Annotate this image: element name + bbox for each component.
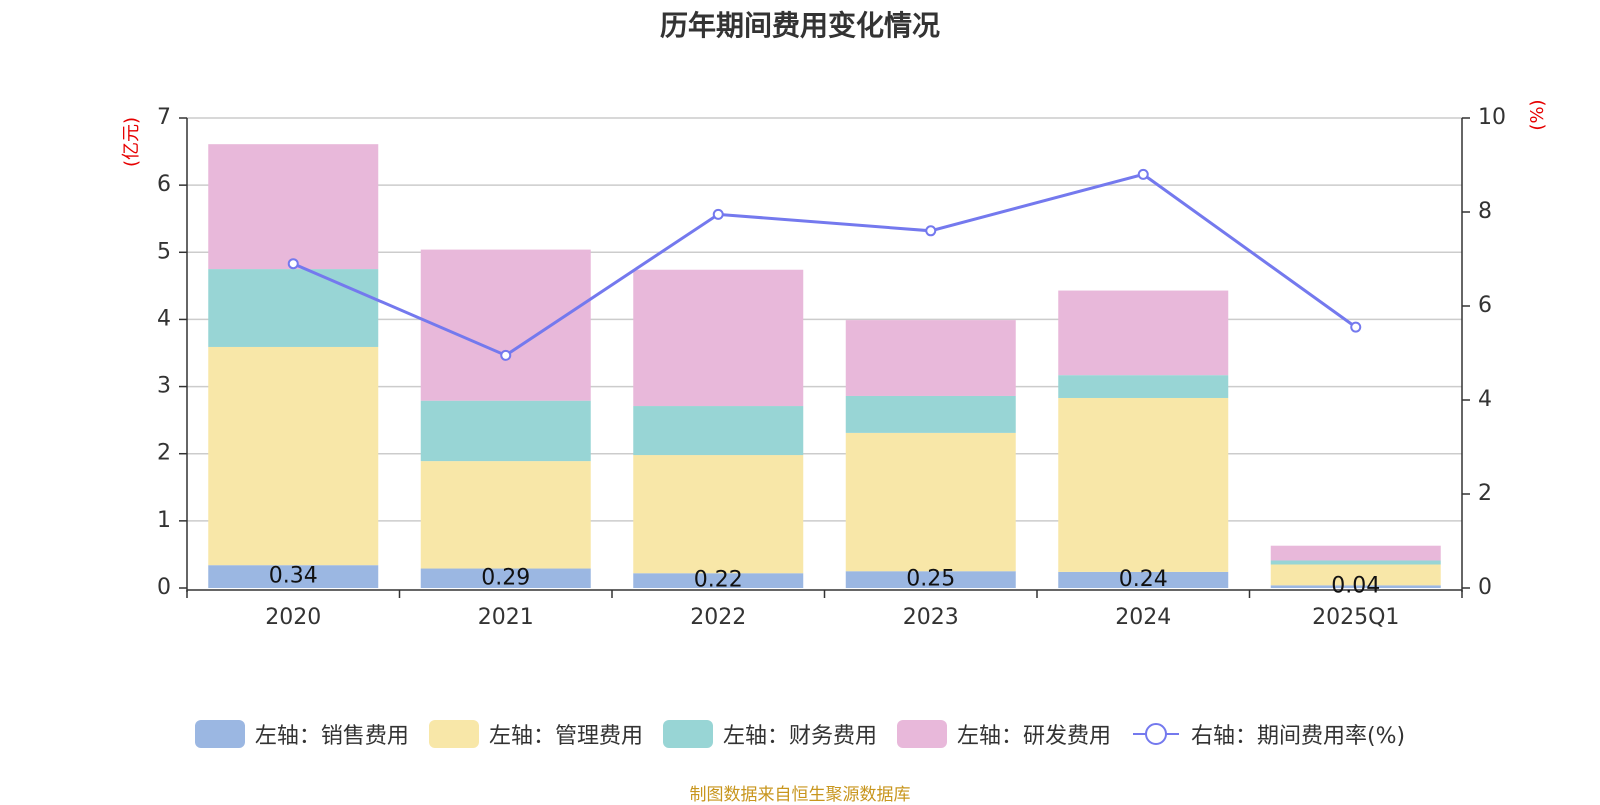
legend-swatch-sales (194, 720, 245, 748)
left-axis-tick-label: 4 (157, 306, 171, 331)
left-axis-unit: (亿元) (121, 117, 142, 167)
bar-segment-3[interactable] (633, 406, 804, 456)
x-axis-category-label: 2022 (690, 605, 746, 630)
legend-label-admin: 左轴：管理费用 (488, 724, 643, 749)
bar-segment-2[interactable] (845, 432, 1016, 572)
expense-rate-point[interactable] (925, 225, 937, 237)
bar-segment-4[interactable] (420, 249, 591, 401)
axes: 0 1 2 3 4 5 6 7 0 2 4 6 8 10 2020 2021 2022 2023 2024 2025Q… (157, 105, 1506, 630)
bar-segment-4[interactable] (845, 320, 1016, 396)
legend-swatch-finance (662, 720, 713, 748)
bar-segment-4[interactable] (633, 269, 804, 407)
bar-segment-1[interactable] (1270, 585, 1441, 588)
bar-segment-2[interactable] (1270, 564, 1441, 586)
bar-segment-2[interactable] (208, 346, 379, 566)
legend-swatch-expense-rate (1132, 723, 1179, 745)
legend: 左轴：销售费用 左轴：管理费用 左轴：财务费用 左轴：研发费用 右轴：期间费用率… (0, 718, 1600, 750)
left-axis-tick-label: 3 (157, 374, 171, 399)
right-axis-tick-label: 8 (1478, 199, 1492, 224)
sales-value-label: 0.24 (1119, 567, 1168, 592)
bar-segment-3[interactable] (208, 269, 379, 347)
bar-segment-4[interactable] (208, 144, 379, 270)
expense-rate-point[interactable] (1137, 168, 1149, 180)
grid-lines (187, 117, 1462, 522)
bar-segment-3[interactable] (845, 395, 1016, 433)
right-axis-tick-label: 10 (1478, 105, 1506, 130)
x-axis-category-label: 2025Q1 (1312, 605, 1399, 630)
bar-segment-1[interactable] (420, 568, 591, 588)
legend-item-expense-rate[interactable]: 右轴：期间费用率(%) (1131, 718, 1405, 750)
expense-rate-point[interactable] (500, 349, 512, 361)
legend-label-sales: 左轴：销售费用 (254, 724, 409, 749)
sales-value-label: 0.22 (694, 568, 743, 593)
legend-item-finance[interactable]: 左轴：财务费用 (662, 718, 877, 750)
left-axis-tick-label: 5 (157, 239, 171, 264)
x-axis-category-label: 2021 (478, 605, 534, 630)
right-axis-tick-label: 6 (1478, 293, 1492, 318)
bar-segment-3[interactable] (1058, 375, 1229, 398)
legend-item-admin[interactable]: 左轴：管理费用 (428, 718, 643, 750)
expense-rate-line (292, 172, 1357, 358)
sales-value-label: 0.29 (481, 565, 530, 590)
legend-item-rnd[interactable]: 左轴：研发费用 (896, 718, 1111, 750)
legend-label-expense-rate: 右轴：期间费用率(%) (1190, 724, 1406, 749)
right-axis-unit: (%) (1527, 99, 1548, 130)
sales-value-label: 0.34 (269, 564, 318, 589)
data-source-note: 制图数据来自恒生聚源数据库 (689, 785, 911, 805)
line-series (287, 168, 1362, 361)
bar-segment-2[interactable] (633, 455, 804, 574)
left-axis-tick-label: 6 (157, 172, 171, 197)
sales-value-label: 0.04 (1331, 574, 1380, 599)
legend-label-finance: 左轴：财务费用 (722, 724, 877, 749)
bar-segment-4[interactable] (1270, 545, 1441, 561)
expense-rate-point[interactable] (287, 258, 299, 270)
bar-segment-1[interactable] (633, 573, 804, 588)
bar-segment-3[interactable] (420, 400, 591, 462)
bar-segment-2[interactable] (1058, 397, 1229, 572)
left-axis-tick-label: 7 (157, 105, 171, 130)
x-axis-category-label: 2023 (903, 605, 959, 630)
left-axis-tick-label: 2 (157, 441, 171, 466)
bar-segment-4[interactable] (1058, 290, 1229, 376)
legend-swatch-rnd (896, 720, 947, 748)
x-axis-category-label: 2020 (265, 605, 321, 630)
bar-segment-1[interactable] (1058, 571, 1229, 588)
bar-segment-1[interactable] (845, 571, 1016, 588)
right-axis-tick-label: 4 (1478, 387, 1492, 412)
right-axis-tick-label: 0 (1478, 575, 1492, 600)
sales-value-label: 0.25 (906, 567, 955, 592)
bar-segment-2[interactable] (420, 461, 591, 569)
left-axis-tick-label: 0 (157, 575, 171, 600)
x-axis-category-label: 2024 (1115, 605, 1171, 630)
bar-segment-1[interactable] (208, 565, 379, 588)
legend-item-sales[interactable]: 左轴：销售费用 (194, 718, 409, 750)
expense-rate-point[interactable] (1350, 321, 1362, 333)
chart-title: 历年期间费用变化情况 (659, 9, 940, 42)
left-axis-tick-label: 1 (157, 508, 171, 533)
bar-segment-3[interactable] (1270, 560, 1441, 565)
right-axis-tick-label: 2 (1478, 481, 1492, 506)
data-labels: 0.34 0.29 0.22 0.25 0.24 0.04 (269, 564, 1380, 599)
bar-series (208, 144, 1441, 588)
expense-rate-point[interactable] (712, 208, 724, 220)
legend-label-rnd: 左轴：研发费用 (956, 724, 1111, 749)
legend-swatch-admin (428, 720, 479, 748)
